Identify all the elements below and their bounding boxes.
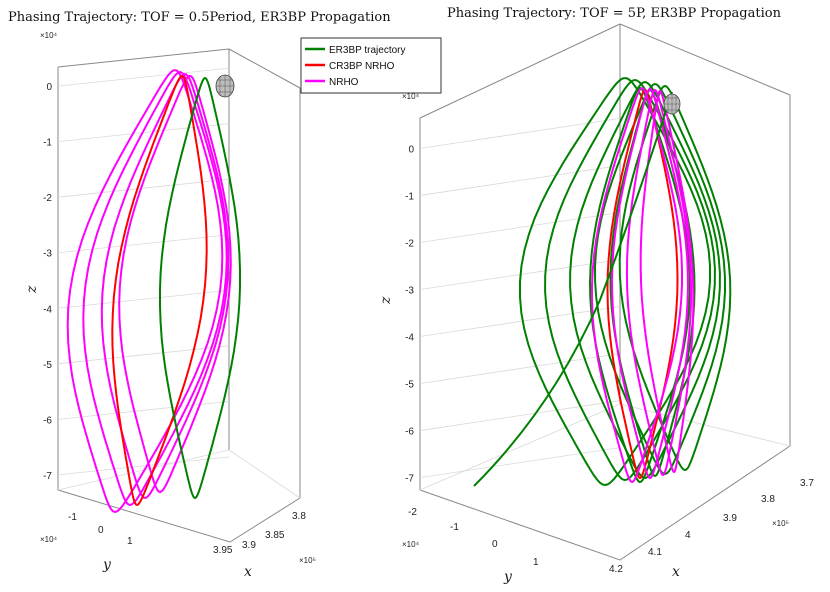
left-y-tick: 0 — [98, 525, 104, 536]
left-plot: Phasing Trajectory: TOF = 0.5Period, ER3… — [8, 10, 391, 580]
z-gridline — [419, 212, 621, 243]
left-y-exponent: ×10⁴ — [40, 535, 58, 544]
right-x-tick: 3.9 — [723, 513, 737, 524]
right-trajectories — [473, 77, 732, 487]
z-tick-label: -4 — [405, 333, 414, 344]
right-y-tick: 1 — [533, 557, 539, 568]
z-tick-label: -4 — [43, 304, 52, 315]
left-y-tick: 1 — [127, 536, 133, 547]
z-gridline — [57, 289, 230, 309]
left-moon-icon — [215, 74, 235, 98]
right-y-exponent: ×10⁴ — [402, 540, 420, 549]
right-title: Phasing Trajectory: TOF = 5P, ER3BP Prop… — [447, 6, 782, 21]
legend-er3bp: ER3BP trajectory — [329, 45, 406, 56]
z-tick-label: -5 — [405, 380, 414, 391]
z-tick-label: -1 — [43, 138, 52, 149]
right-x-tick: 4.2 — [609, 564, 623, 575]
right-y-label: y — [503, 569, 513, 585]
z-gridline — [57, 178, 230, 198]
legend: ER3BP trajectory CR3BP NRHO NRHO — [300, 37, 442, 94]
z-tick-label: -5 — [43, 360, 52, 371]
er3bp-trajectory — [519, 77, 711, 487]
right-moon-icon — [663, 93, 681, 115]
nrho-loop — [118, 74, 232, 494]
left-z-label: z — [24, 285, 40, 294]
z-gridline — [57, 456, 230, 476]
er3bp-trajectory — [544, 78, 716, 482]
z-gridline — [57, 234, 230, 254]
nrho-loop — [100, 73, 230, 499]
er3bp-trajectory — [618, 84, 732, 472]
right-x-tick: 3.7 — [800, 478, 814, 489]
right-axes-box — [419, 23, 791, 561]
left-x-exponent: ×10⁵ — [299, 556, 316, 565]
left-trajectories — [66, 69, 241, 514]
right-z-label: z — [378, 296, 394, 305]
legend-nrho: NRHO — [329, 77, 359, 88]
z-gridline — [419, 165, 621, 196]
z-tick-label: 0 — [408, 144, 414, 155]
left-x-tick: 3.85 — [265, 530, 285, 541]
z-tick-label: -3 — [43, 249, 52, 260]
z-tick-label: -2 — [405, 238, 414, 249]
nrho-loop — [610, 87, 690, 480]
nrho-loop — [66, 69, 224, 514]
z-gridline — [57, 400, 230, 420]
z-tick-label: -7 — [405, 474, 414, 485]
right-z-ticks: 0 -1 -2 -3 -4 -5 -6 -7 — [405, 144, 414, 484]
left-x-tick: 3.8 — [292, 511, 306, 522]
right-y-tick: -2 — [408, 507, 417, 518]
er3bp-trajectory — [569, 81, 721, 479]
z-tick-label: -6 — [43, 415, 52, 426]
z-tick-label: 0 — [46, 82, 52, 93]
left-y-tick: -1 — [68, 512, 77, 523]
z-tick-label: -6 — [405, 427, 414, 438]
z-gridline — [419, 447, 621, 478]
z-gridline — [419, 306, 621, 337]
z-gridline — [419, 353, 621, 384]
er3bp-trajectory — [159, 76, 241, 500]
z-tick-label: -2 — [43, 193, 52, 204]
right-x-exponent: ×10⁵ — [772, 519, 789, 528]
right-x-tick: 4 — [685, 530, 691, 541]
right-y-tick: 0 — [492, 539, 498, 550]
legend-cr3bp: CR3BP NRHO — [329, 61, 395, 72]
cr3bp-nrho — [606, 89, 679, 479]
z-tick-label: -7 — [43, 471, 52, 482]
right-y-tick: -1 — [450, 522, 459, 533]
right-z-exponent: ×10⁴ — [402, 92, 420, 101]
z-tick-label: -1 — [405, 191, 414, 202]
nrho-loop — [639, 89, 695, 474]
left-z-ticks: 0 -1 -2 -3 -4 -5 -6 -7 — [43, 82, 52, 482]
er3bp-trajectory — [593, 82, 727, 476]
left-x-tick: 3.9 — [242, 540, 256, 551]
z-tick-label: -3 — [405, 285, 414, 296]
left-x-tick: 3.95 — [213, 545, 233, 556]
nrho-loop — [82, 70, 228, 507]
left-title: Phasing Trajectory: TOF = 0.5Period, ER3… — [8, 10, 391, 25]
z-gridline — [57, 67, 230, 87]
er3bp-escape-tail — [473, 91, 673, 487]
z-gridline — [419, 400, 621, 431]
right-x-tick: 4.1 — [648, 547, 662, 558]
nrho-loop — [625, 89, 693, 476]
left-x-label: x — [244, 564, 252, 580]
cr3bp-nrho — [111, 75, 208, 506]
right-x-tick: 3.8 — [761, 494, 775, 505]
z-gridline — [419, 118, 621, 149]
left-y-label: y — [102, 557, 112, 573]
right-plot: Phasing Trajectory: TOF = 5P, ER3BP Prop… — [378, 6, 814, 585]
nrho-loop — [591, 87, 683, 484]
left-z-exponent: ×10⁴ — [40, 31, 58, 40]
right-x-label: x — [672, 564, 680, 580]
